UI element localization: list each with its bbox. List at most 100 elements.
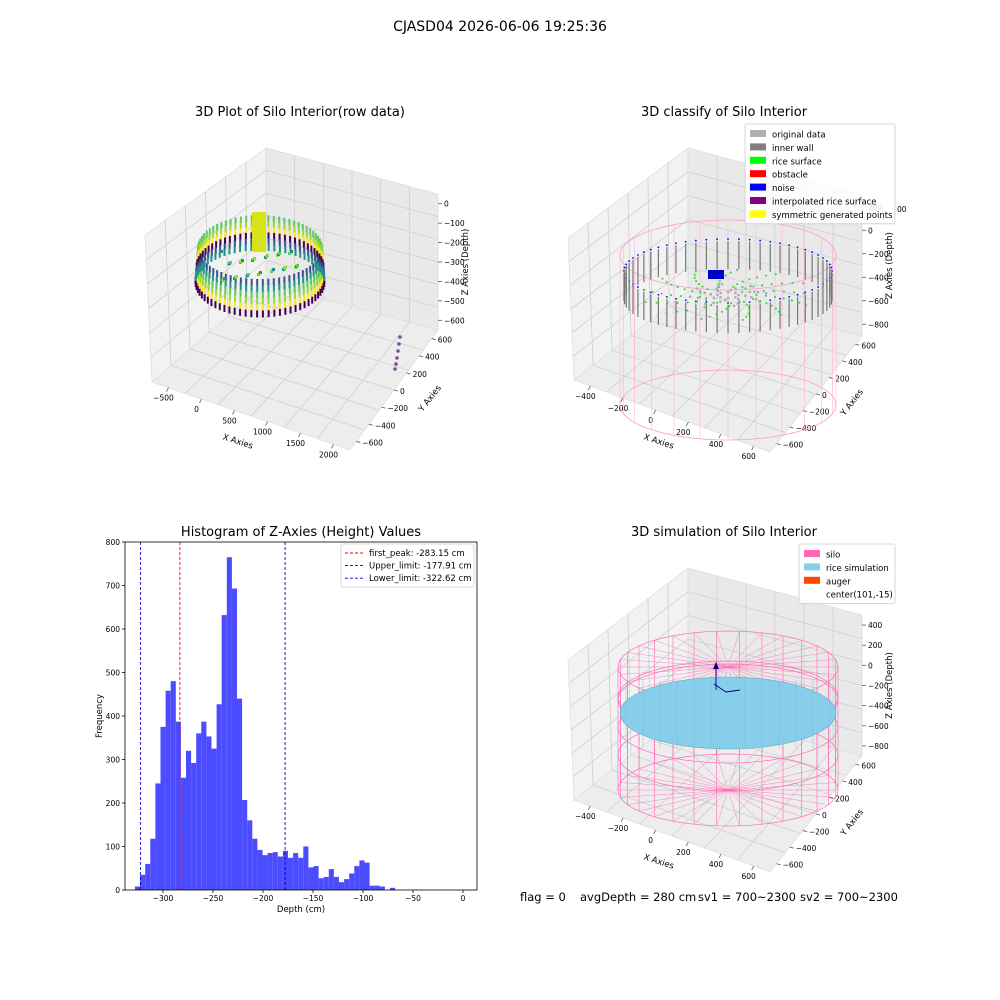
- raw-point: [317, 241, 320, 249]
- raw-point: [211, 280, 214, 288]
- panel-simulation-title: 3D simulation of Silo Interior: [631, 525, 818, 540]
- raw-point: [214, 252, 217, 260]
- raw-point: [239, 239, 242, 247]
- raw-point: [206, 296, 209, 304]
- classify-original-point: [719, 300, 722, 303]
- histogram-bar: [140, 874, 146, 890]
- raw-point: [244, 297, 247, 305]
- simulation-silo-roof-wire: [727, 645, 818, 668]
- raw-point: [306, 286, 309, 294]
- raw-x-tick: [199, 398, 202, 404]
- raw-point: [305, 225, 308, 233]
- classify-x-tick: [653, 409, 657, 415]
- raw-point: [267, 310, 270, 318]
- classify-rice-surface-point: [792, 291, 795, 294]
- raw-point: [229, 224, 232, 232]
- raw-point: [319, 244, 322, 252]
- classify-original-point: [736, 297, 740, 301]
- simulation-x-tick-label: 200: [676, 848, 691, 857]
- histogram-bar: [145, 863, 151, 890]
- classify-original-point: [726, 296, 730, 300]
- simulation-y-tick-label: −200: [809, 828, 830, 837]
- raw-point: [273, 297, 276, 305]
- classify-noise-point: [727, 302, 729, 304]
- classify-original-point: [726, 290, 730, 294]
- raw-point: [197, 279, 200, 287]
- classify-original-point: [749, 284, 752, 288]
- classify-y-tick-label: −200: [809, 408, 830, 417]
- raw-y-tick: [419, 355, 424, 358]
- classify-noise-point: [628, 260, 630, 263]
- raw-point: [298, 290, 301, 298]
- raw-point: [244, 227, 247, 235]
- classify-rice-surface-point: [774, 295, 777, 298]
- raw-y-tick-label: 600: [438, 336, 453, 345]
- raw-point: [293, 220, 296, 228]
- simulation-scene: [617, 630, 839, 827]
- raw-point: [273, 309, 276, 317]
- classify-original-point: [750, 295, 753, 299]
- raw-point: [212, 268, 215, 276]
- classify-original-point: [720, 282, 724, 286]
- classify-original-point: [688, 295, 692, 299]
- footer-sv2: sv2 = 700~2300: [800, 890, 898, 904]
- raw-point: [293, 226, 296, 234]
- histogram-bar: [135, 886, 141, 890]
- raw-point: [210, 254, 213, 262]
- simulation-silo-roof-wire: [620, 659, 729, 668]
- simulation-y-tick-label: 600: [861, 761, 876, 770]
- raw-point: [215, 276, 218, 284]
- simulation-silo-roof-wire: [638, 666, 729, 689]
- raw-point: [250, 297, 253, 305]
- histogram-bar: [242, 799, 248, 890]
- raw-point: [307, 299, 310, 307]
- raw-point: [200, 235, 203, 243]
- classify-legend-label: symmetric generated points: [772, 211, 893, 221]
- histogram-bar: [390, 887, 396, 890]
- histogram-y-tick-label: 300: [106, 756, 121, 765]
- simulation-y-tick: [842, 780, 847, 783]
- raw-y-tick-label: 200: [413, 370, 428, 379]
- raw-point: [216, 223, 219, 231]
- classify-rice-surface-point: [744, 287, 747, 290]
- raw-z-tick-label: 0: [444, 200, 449, 209]
- histogram-bar: [211, 748, 217, 890]
- classify-legend-label: inner wall: [772, 144, 813, 154]
- raw-point: [309, 278, 312, 286]
- classify-rice-surface-point: [770, 304, 773, 307]
- histogram-y-tick-label: 700: [106, 582, 121, 591]
- raw-point: [288, 224, 291, 232]
- histogram-x-tick-label: −50: [405, 894, 421, 903]
- raw-point: [239, 308, 242, 316]
- raw-point: [215, 235, 218, 243]
- raw-point: [204, 253, 207, 261]
- simulation-y-tick-label: 400: [848, 778, 863, 787]
- raw-point: [234, 223, 237, 231]
- footer-avg-depth: avgDepth = 280 cm: [580, 890, 696, 904]
- raw-outlier-point: [393, 367, 397, 371]
- raw-point: [302, 229, 305, 237]
- raw-point: [219, 290, 222, 298]
- simulation-x-tick: [718, 853, 722, 859]
- simulation-silo-floor-wire: [727, 755, 763, 791]
- classify-rice-surface-point: [706, 288, 709, 291]
- classify-noise-point: [796, 293, 799, 296]
- histogram-bar: [175, 721, 181, 890]
- classify-noise-point: [623, 266, 626, 269]
- raw-point: [229, 218, 232, 226]
- raw-y-tick: [431, 338, 436, 340]
- histogram-bar: [349, 873, 355, 890]
- raw-point: [229, 281, 232, 289]
- raw-point: [289, 300, 292, 308]
- classify-x-tick-label: 200: [676, 428, 691, 437]
- classify-original-point: [719, 291, 722, 295]
- raw-point: [311, 296, 314, 304]
- raw-point: [202, 238, 205, 246]
- raw-point: [312, 269, 315, 277]
- raw-point: [224, 292, 227, 300]
- raw-point: [322, 282, 325, 290]
- raw-point: [311, 257, 314, 265]
- raw-point: [208, 239, 211, 247]
- classify-rice-surface-point: [686, 309, 689, 312]
- raw-point: [313, 288, 316, 296]
